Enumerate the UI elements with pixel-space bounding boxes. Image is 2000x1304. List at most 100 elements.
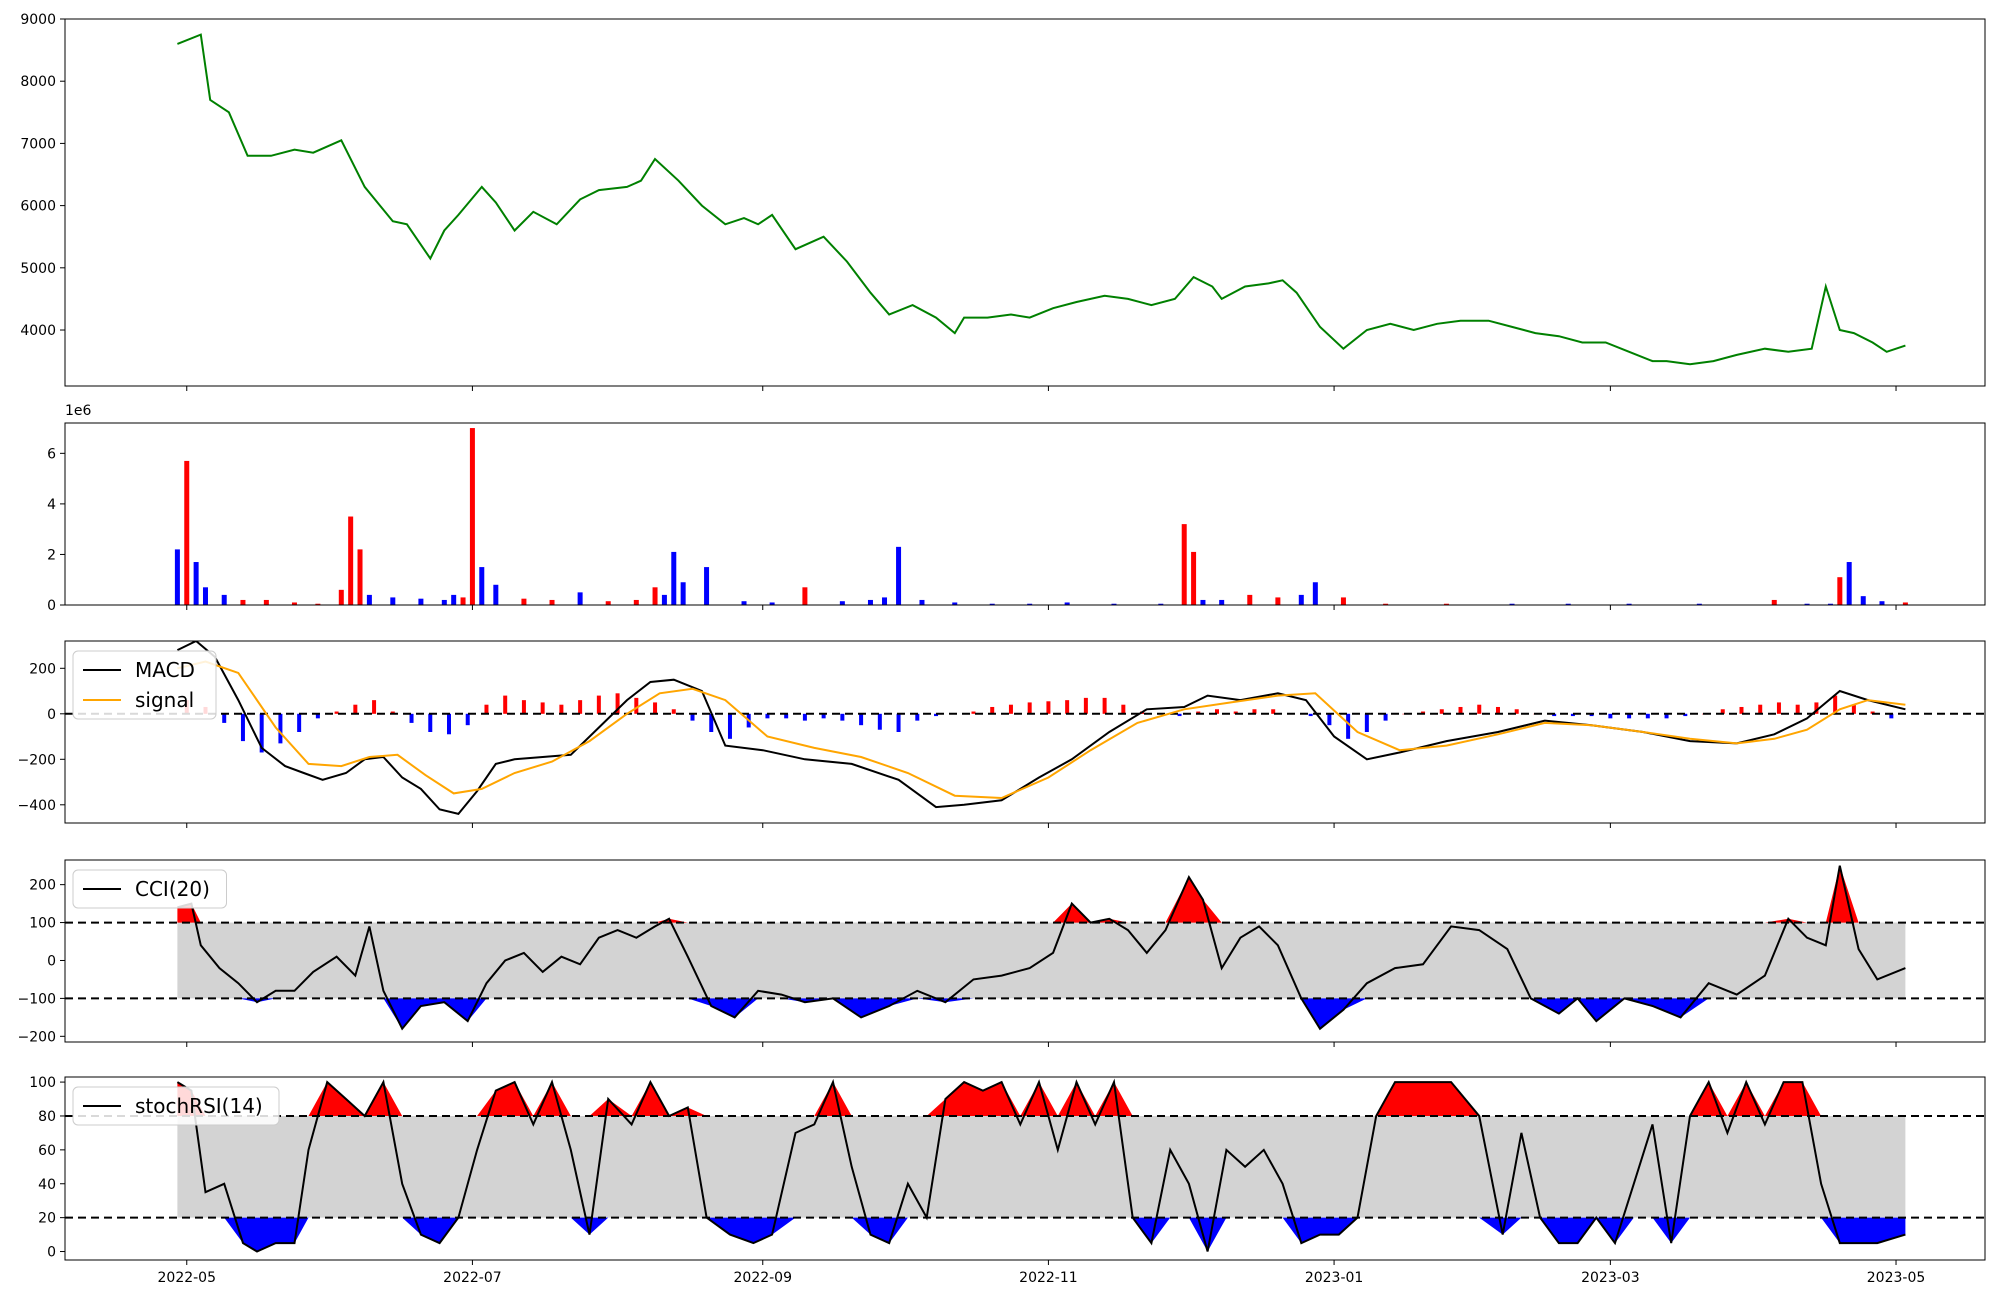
macd-histogram-bar	[1046, 701, 1051, 714]
macd-histogram-bar	[1833, 695, 1838, 714]
volume-bar	[418, 598, 424, 605]
macd-histogram-bar	[278, 713, 283, 744]
y-tick-label: 6	[47, 446, 56, 462]
macd-histogram-bar	[1889, 713, 1894, 719]
volume-bar	[348, 516, 354, 605]
y-tick-label: 40	[38, 1177, 56, 1193]
macd-histogram-bar	[521, 700, 526, 714]
axes-frame	[64, 18, 1986, 387]
price-line	[177, 33, 1906, 366]
macd-histogram-bar	[1720, 709, 1725, 714]
macd-histogram-bar	[877, 713, 882, 730]
volume-bar	[680, 582, 686, 605]
macd-histogram-bar	[596, 695, 601, 714]
cci-line	[177, 865, 1906, 1031]
x-tick-label: 2022-11	[1019, 1270, 1078, 1286]
volume-bar	[240, 599, 246, 605]
y-tick-label: 100	[29, 1075, 56, 1091]
volume-bar	[1626, 603, 1632, 605]
cci-panel: −200 −100 0 100 200 CCI(20)	[18, 859, 1986, 1047]
volume-bar	[1879, 601, 1885, 605]
macd-histogram-bar	[671, 709, 676, 714]
macd-histogram-bar	[390, 711, 395, 714]
y-tick-label: −200	[18, 752, 56, 768]
overbought-fill	[177, 865, 1906, 923]
volume-bar	[1312, 582, 1318, 605]
macd-histogram-bar	[1346, 713, 1351, 739]
legend-entry: signal	[135, 688, 194, 712]
volume-bar	[1565, 603, 1571, 605]
volume-bar	[184, 460, 190, 605]
volume-bar	[741, 601, 747, 605]
volume-bar	[1837, 577, 1843, 605]
band-fill	[177, 1115, 1906, 1218]
macd-histogram-bar	[1495, 706, 1500, 714]
volume-bar	[1827, 603, 1833, 605]
macd-histogram-bar	[1814, 702, 1819, 714]
legend-entry: MACD	[135, 658, 195, 682]
macd-histogram-bar	[727, 713, 732, 739]
y-tick-label: 200	[29, 661, 56, 677]
volume-bar	[202, 587, 208, 605]
macd-histogram-bar	[1421, 711, 1426, 714]
volume-bar	[989, 603, 995, 605]
macd-histogram-bar	[1065, 700, 1070, 714]
macd-histogram-bar	[1027, 702, 1032, 714]
volume-bar	[1219, 599, 1225, 605]
volume-bar	[1181, 524, 1187, 605]
legend-entry: stochRSI(14)	[135, 1094, 263, 1118]
macd-histogram-bar	[990, 706, 995, 714]
volume-bar	[1860, 596, 1866, 605]
macd-histogram-bar	[1008, 704, 1013, 714]
overbought-fill	[177, 1082, 1906, 1116]
y-tick-label: 4	[47, 497, 56, 513]
x-tick-label: 2023-03	[1581, 1270, 1640, 1286]
volume-bar	[1383, 603, 1389, 605]
macd-histogram-bar	[1589, 713, 1594, 717]
macd-histogram-bar	[1196, 711, 1201, 714]
macd-histogram-bar	[428, 713, 433, 732]
macd-histogram-bar	[1776, 702, 1781, 714]
macd-histogram-bar	[709, 713, 714, 732]
macd-histogram-bar	[1627, 713, 1632, 719]
x-tick-label: 2022-09	[734, 1270, 793, 1286]
volume-bar	[1443, 603, 1449, 605]
macd-histogram-bar	[1439, 709, 1444, 714]
macd-histogram-bar	[1364, 713, 1369, 732]
y-tick-label: 60	[38, 1143, 56, 1159]
y-tick-label: 9000	[20, 12, 56, 28]
y-tick-label: 80	[38, 1109, 56, 1125]
macd-histogram-bar	[447, 713, 451, 735]
macd-histogram-bar	[559, 704, 564, 714]
volume-bar	[769, 602, 775, 605]
macd-histogram-bar	[297, 713, 302, 732]
macd-histogram-bar	[821, 713, 826, 719]
macd-histogram-bar	[653, 702, 658, 714]
volume-bar	[549, 599, 555, 605]
macd-histogram-bar	[1739, 706, 1744, 714]
y-tick-label: 4000	[20, 323, 56, 339]
macd-histogram-bar	[915, 713, 920, 721]
volume-bar	[479, 567, 485, 605]
volume-bar	[521, 598, 527, 605]
macd-histogram-bar	[1851, 704, 1856, 714]
macd-histogram-bar	[784, 713, 789, 719]
legend-box	[72, 1086, 280, 1126]
volume-bar	[441, 599, 447, 605]
y-tick-label: 20	[38, 1211, 56, 1227]
volume-bar	[174, 549, 180, 605]
macd-histogram-bar	[765, 713, 770, 719]
y-tick-label: 0	[47, 953, 56, 969]
axes-frame	[64, 422, 1986, 606]
macd-histogram-bar	[1177, 713, 1182, 717]
volume-bar	[652, 587, 658, 605]
volume-bar	[291, 602, 297, 605]
volume-bar	[952, 602, 958, 605]
macd-histogram-bar	[615, 693, 620, 714]
macd-histogram-bar	[1514, 709, 1519, 714]
macd-histogram-bar	[859, 713, 864, 726]
macd-histogram-bar	[353, 704, 358, 714]
macd-histogram-bar	[1083, 697, 1088, 714]
volume-bar	[263, 599, 269, 605]
macd-histogram-bar	[1870, 711, 1875, 714]
